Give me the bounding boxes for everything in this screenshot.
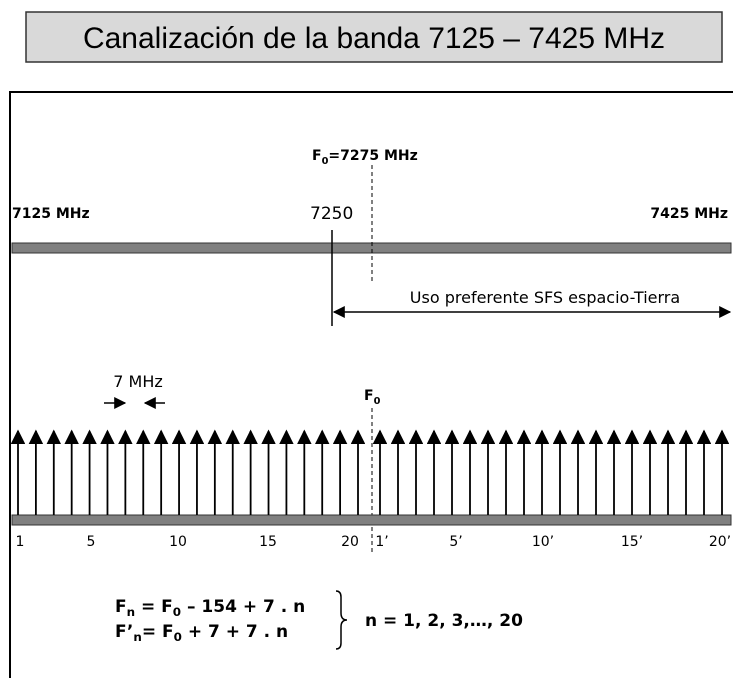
formula: F’n= F0 + 7 + 7 . n — [115, 622, 288, 644]
frame — [9, 91, 733, 678]
formula-part: F — [115, 597, 127, 617]
formula: Fn = F0 – 154 + 7 . n — [115, 597, 305, 619]
channel-bar — [11, 514, 732, 526]
f0-label: F0=7275 MHz — [312, 148, 418, 167]
f0-marker: F0 — [364, 388, 381, 407]
channel-label: 10 — [169, 534, 187, 550]
f0-label-part: 0 — [322, 156, 329, 167]
channel-label: 5’ — [449, 534, 462, 550]
brace — [335, 590, 348, 650]
f0-label-part: F — [312, 148, 322, 164]
channel-arrows — [10, 429, 730, 515]
range-label: Uso preferente SFS espacio-Tierra — [410, 288, 680, 307]
formula-part: = F — [142, 622, 174, 642]
formula-part: 0 — [173, 605, 181, 619]
formula-part: = F — [135, 597, 173, 617]
channel-label: 10’ — [532, 534, 554, 550]
channel-label: 5 — [87, 534, 96, 550]
formula-part: n — [127, 605, 135, 619]
f0-label-part: =7275 MHz — [328, 148, 417, 164]
formula-part: F’ — [115, 622, 133, 642]
channel-label: 15 — [259, 534, 277, 550]
spacing-label: 7 MHz — [113, 372, 163, 391]
n-range: n = 1, 2, 3,…, 20 — [365, 611, 523, 631]
channel-label: 20 — [341, 534, 359, 550]
band-mid: 7250 — [310, 204, 353, 224]
band-start: 7125 MHz — [12, 206, 90, 222]
channel-label: 20’ — [709, 534, 731, 550]
title: Canalización de la banda 7125 – 7425 MHz — [83, 22, 665, 55]
channel-label: 1’ — [375, 534, 388, 550]
band-end: 7425 MHz — [650, 206, 728, 222]
f0-marker-part: 0 — [374, 396, 381, 407]
title-box — [25, 11, 723, 63]
channel-label: 1 — [16, 534, 25, 550]
formula-part: + 7 + 7 . n — [182, 622, 288, 642]
formula-part: 0 — [174, 630, 182, 644]
f0-marker-part: F — [364, 388, 374, 404]
formula-part: – 154 + 7 . n — [181, 597, 305, 617]
channel-label: 15’ — [621, 534, 643, 550]
formula-part: n — [133, 630, 141, 644]
